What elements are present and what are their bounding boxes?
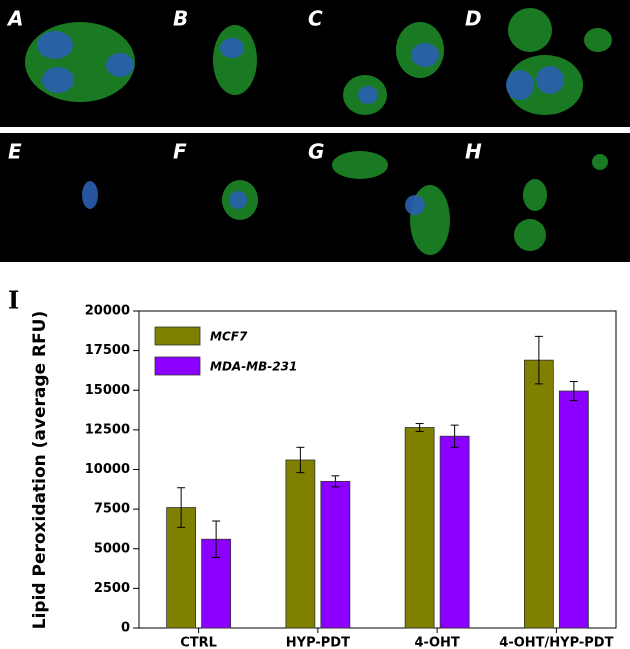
cells bbox=[25, 8, 612, 255]
error-bar bbox=[450, 424, 459, 448]
bar bbox=[439, 435, 470, 629]
error-bar bbox=[569, 381, 578, 402]
error-bar bbox=[212, 520, 221, 558]
y-tick-label: 7500 bbox=[94, 502, 130, 517]
y-tick-label: 12500 bbox=[85, 422, 130, 437]
bar bbox=[523, 359, 554, 629]
y-tick-label: 5000 bbox=[94, 541, 130, 556]
bar bbox=[404, 427, 435, 629]
legend-label: MCF7 bbox=[210, 330, 248, 344]
legend-swatch bbox=[154, 356, 201, 376]
legend-swatch bbox=[154, 326, 201, 346]
y-tick-label: 17500 bbox=[85, 343, 130, 358]
panel-label: E bbox=[8, 140, 22, 164]
x-tick-label: 4-OHT/HYP-PDT bbox=[499, 636, 613, 649]
bar bbox=[320, 480, 351, 629]
y-tick-label: 15000 bbox=[85, 383, 130, 398]
panel-label: H bbox=[465, 140, 482, 164]
y-axis-label: Lipid Peroxidation (average RFU) bbox=[30, 311, 50, 629]
panel-label: B bbox=[173, 7, 188, 31]
x-tick-label: 4-OHT bbox=[415, 636, 460, 649]
panel-label: C bbox=[308, 7, 323, 31]
panel-label: D bbox=[465, 7, 482, 31]
x-tick-label: CTRL bbox=[180, 636, 217, 649]
error-bar bbox=[415, 423, 424, 432]
y-tick-label: 0 bbox=[121, 621, 130, 636]
error-bar bbox=[177, 487, 186, 528]
y-tick-label: 10000 bbox=[85, 462, 130, 477]
panel-label: A bbox=[6, 7, 23, 31]
panel-label: F bbox=[173, 140, 187, 164]
y-tick-label: 2500 bbox=[94, 581, 130, 596]
legend-label: MDA-MB-231 bbox=[210, 360, 297, 374]
error-bar bbox=[296, 446, 305, 474]
error-bar bbox=[331, 475, 340, 488]
panel-label: I bbox=[8, 286, 19, 315]
bar bbox=[285, 459, 316, 629]
x-tick-label: HYP-PDT bbox=[286, 636, 350, 649]
bar bbox=[558, 390, 589, 629]
error-bar bbox=[534, 335, 543, 385]
micrographs: A B C D E F G H bbox=[0, 0, 630, 262]
y-tick-label: 20000 bbox=[85, 304, 130, 319]
panel-label: G bbox=[308, 140, 324, 164]
